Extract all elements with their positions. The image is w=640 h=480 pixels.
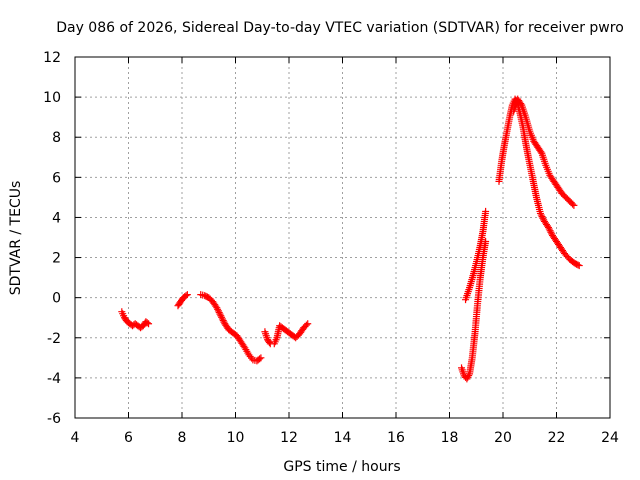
- data-point: [538, 213, 546, 221]
- data-point: [536, 209, 544, 217]
- data-point: [143, 319, 151, 327]
- y-axis-label: SDTVAR / TECUs: [8, 181, 24, 296]
- x-tick-label: 24: [601, 430, 619, 446]
- data-point: [216, 310, 224, 318]
- chart-title: Day 086 of 2026, Sidereal Day-to-day VTE…: [56, 20, 624, 36]
- x-tick-label: 20: [494, 430, 512, 446]
- x-tick-label: 10: [227, 430, 245, 446]
- data-point: [302, 321, 310, 329]
- data-point: [465, 372, 473, 380]
- x-tick-labels: 4 6 8 10 12 14 16 18 20 22 24: [71, 430, 619, 446]
- grid-lines: [75, 57, 610, 418]
- data-point: [537, 211, 545, 219]
- data-point: [183, 291, 191, 299]
- x-tick-label: 14: [334, 430, 352, 446]
- data-points: [118, 95, 583, 383]
- data-point: [570, 201, 578, 209]
- data-point: [545, 225, 553, 233]
- x-tick-label: 12: [280, 430, 298, 446]
- x-tick-label: 18: [441, 430, 459, 446]
- x-tick-label: 4: [71, 430, 80, 446]
- data-point: [213, 304, 221, 312]
- data-point: [482, 207, 490, 215]
- y-tick-label: 0: [52, 291, 61, 307]
- y-tick-label: 4: [52, 210, 61, 226]
- data-point: [539, 214, 547, 222]
- data-point: [218, 313, 226, 321]
- data-point: [217, 312, 225, 320]
- data-point: [537, 148, 545, 156]
- y-tick-label: -6: [47, 411, 61, 427]
- plot-frame: [74, 56, 611, 419]
- data-point: [214, 307, 222, 315]
- x-tick-label: 16: [387, 430, 405, 446]
- data-point: [575, 262, 583, 270]
- y-tick-label: 10: [43, 90, 61, 106]
- y-tick-label: 12: [43, 50, 61, 66]
- data-point: [517, 100, 525, 108]
- data-point: [219, 317, 227, 325]
- data-point: [145, 320, 153, 328]
- y-tick-label: 2: [52, 251, 61, 267]
- x-tick-label: 22: [548, 430, 566, 446]
- data-point: [218, 315, 226, 323]
- data-point: [257, 354, 265, 362]
- data-point: [569, 200, 577, 208]
- x-tick-label: 8: [178, 430, 187, 446]
- y-tick-label: 8: [52, 130, 61, 146]
- data-point: [547, 228, 555, 236]
- data-point: [304, 320, 312, 328]
- x-axis-label: GPS time / hours: [283, 459, 400, 475]
- x-tick-label: 6: [124, 430, 133, 446]
- y-tick-labels: -6 -4 -2 0 2 4 6 8 10 12: [43, 50, 61, 427]
- data-point: [182, 292, 190, 300]
- data-point: [574, 261, 582, 269]
- y-tick-label: 6: [52, 170, 61, 186]
- data-point: [256, 355, 264, 363]
- y-tick-label: -4: [47, 371, 61, 387]
- y-tick-label: -2: [47, 331, 61, 347]
- data-point: [544, 223, 552, 231]
- data-point: [214, 305, 222, 313]
- data-point: [265, 338, 273, 346]
- data-point: [215, 309, 223, 317]
- data-point: [546, 227, 554, 235]
